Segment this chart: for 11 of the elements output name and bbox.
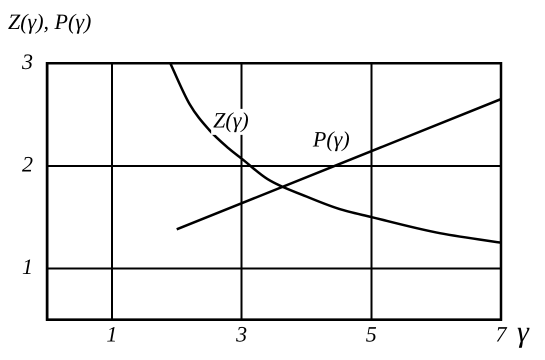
y-tick-label: 1 [22,254,33,280]
x-tick-label: 7 [496,322,508,347]
x-axis-title: γ [517,315,530,348]
x-tick-label: 1 [106,322,118,347]
y-tick-label: 3 [21,48,33,74]
x-tick-label: 3 [235,322,248,347]
series-label: Z(γ) [213,108,249,133]
y-tick-label: 2 [22,152,33,177]
series-label: P(γ) [312,126,350,152]
x-tick-label: 5 [366,322,377,347]
y-axis-title: Z(γ), P(γ) [8,8,92,36]
